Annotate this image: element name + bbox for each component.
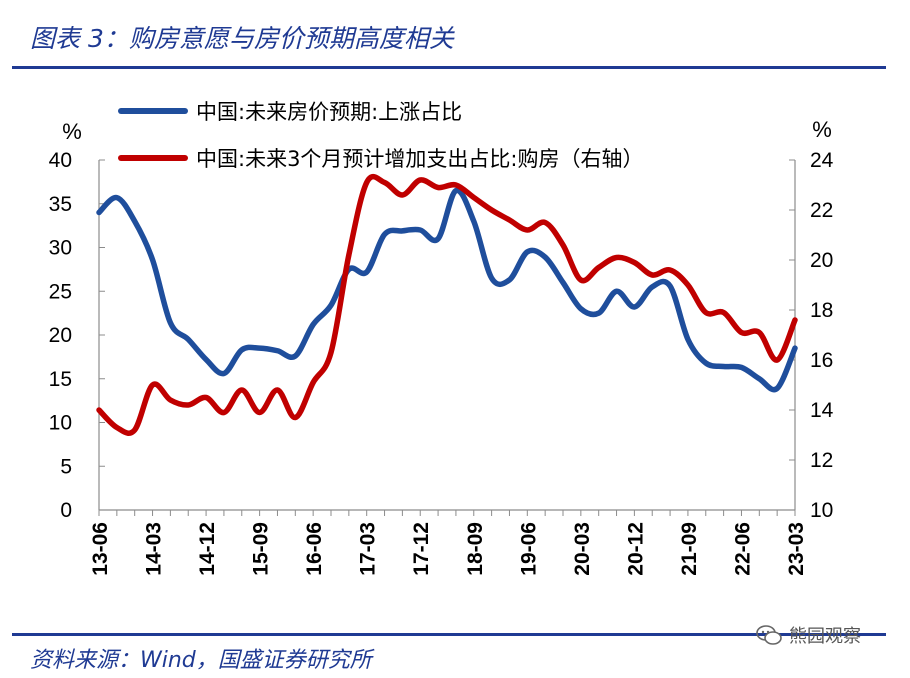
x-axis-tick-label: 13-06 <box>89 522 112 576</box>
series-line-2 <box>96 173 798 436</box>
series-layer <box>96 173 798 436</box>
x-axis-tick-label: 15-09 <box>250 522 273 576</box>
x-axis-tick-label: 21-09 <box>678 522 701 576</box>
title-rule <box>12 66 886 69</box>
source-note: 资料来源：Wind，国盛证券研究所 <box>30 648 372 673</box>
x-axis-tick-label: 14-12 <box>196 522 219 576</box>
chart-axes: 0 5 10 15 20 25 30 35 40 10 12 14 16 18 20 22 24% % 13-06 1… <box>49 117 834 576</box>
series-line-1 <box>96 187 798 393</box>
right-axis-tick-label: 18 <box>810 299 833 322</box>
figure-title: 图表 3：购房意愿与房价预期高度相关 <box>30 24 454 53</box>
left-axis-tick-label: 25 <box>49 280 72 303</box>
right-axis-tick-label: 14 <box>810 399 834 422</box>
left-axis-tick-label: 35 <box>49 193 72 216</box>
line-chart: 0 5 10 15 20 25 30 35 40 10 12 14 16 18 20 22 24% % 13-06 1… <box>49 100 834 576</box>
right-axis-tick-label: 20 <box>810 249 833 272</box>
x-axis-tick-label: 20-03 <box>571 522 594 576</box>
x-axis-tick-label: 14-03 <box>143 522 166 576</box>
right-axis-label: % <box>812 117 832 142</box>
right-axis-tick-label: 10 <box>810 499 833 522</box>
right-axis-tick-label: 22 <box>810 199 833 222</box>
legend-label-2: 中国:未来3个月预计增加支出占比:购房（右轴） <box>196 147 644 171</box>
left-axis-tick-label: 0 <box>60 499 72 522</box>
x-axis-tick-label: 20-12 <box>624 522 647 576</box>
x-axis-tick-label: 18-09 <box>464 522 487 576</box>
left-axis-tick-label: 40 <box>49 149 72 172</box>
left-axis-tick-label: 10 <box>49 412 72 435</box>
x-axis-tick-label: 17-03 <box>357 522 380 576</box>
x-axis-tick-label: 23-03 <box>785 522 808 576</box>
right-axis-tick-label: 12 <box>810 449 833 472</box>
watermark-text: 熊园观察 <box>789 626 861 647</box>
left-axis-tick-label: 20 <box>49 324 72 347</box>
left-axis-tick-label: 30 <box>49 237 72 260</box>
left-axis-tick-label: 15 <box>49 368 72 391</box>
left-axis-tick-label: 5 <box>60 455 72 478</box>
legend-label-1: 中国:未来房价预期:上涨占比 <box>196 100 462 124</box>
x-axis-tick-label: 16-06 <box>303 522 326 576</box>
right-axis-tick-label: 24 <box>810 149 834 172</box>
x-axis-tick-label: 17-12 <box>410 522 433 576</box>
x-axis-tick-label: 22-06 <box>731 522 754 576</box>
wechat-icon <box>756 625 782 645</box>
right-axis-tick-label: 16 <box>810 349 833 372</box>
source-rule <box>12 633 886 636</box>
watermark: 熊园观察 <box>755 622 861 648</box>
left-axis-label: % <box>62 119 82 144</box>
x-axis-tick-label: 19-06 <box>517 522 540 576</box>
